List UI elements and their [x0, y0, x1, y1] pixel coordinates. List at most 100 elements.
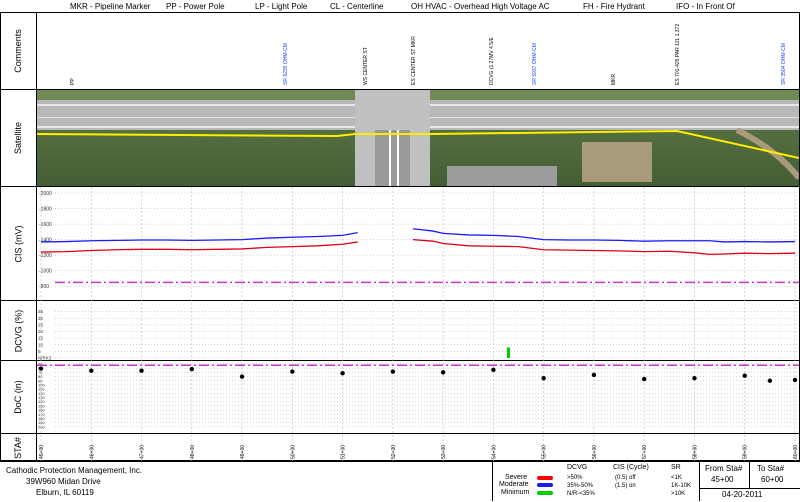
- cis-series-off: [40, 241, 358, 253]
- station-label: 54+00: [491, 445, 497, 459]
- dcvg-tick-label: 10: [38, 342, 44, 347]
- station-label: 48+00: [190, 445, 196, 459]
- doc-tick-label: 180: [38, 416, 45, 421]
- doc-point: [591, 372, 597, 378]
- legend-dcvg-moderate: 35%-50%: [567, 483, 594, 489]
- legend-sr-mid: 1K-10K: [671, 483, 692, 489]
- comments-row: PP SR 8235 OHM-CM WS CENTER ST ES CENTER…: [37, 13, 799, 89]
- cis-tick-label: -2000: [39, 191, 52, 197]
- dcvg-tick-label: 35: [38, 309, 44, 314]
- station-range-box: From Sta# 45+00 To Sta# 60+00: [699, 462, 800, 489]
- cis-series-on: [40, 231, 358, 243]
- legend-ohhvac: OH HVAC - Overhead High Voltage AC: [411, 2, 550, 11]
- station-label: 51+00: [341, 445, 347, 459]
- comment-ws-center-st: WS CENTER ST: [363, 47, 369, 85]
- doc-point: [742, 373, 747, 378]
- doc-point: [290, 369, 295, 374]
- station-axis: 45+00 46+00 47+00 48+00 49+00 50+00 51+00 52+00…: [39, 445, 799, 459]
- doc-point: [340, 371, 345, 376]
- legend-lp: LP - Light Pole: [255, 2, 308, 11]
- satellite-image: [37, 90, 799, 186]
- company-address-2: Elburn, IL 60119: [36, 488, 94, 497]
- dcvg-tick-label: 20: [38, 329, 44, 334]
- doc-tick-label: 170: [38, 412, 45, 417]
- row-label-cis: CIS (mV): [13, 225, 23, 262]
- doc-tick-label: 70: [38, 370, 43, 375]
- cis-series-on: [412, 228, 796, 243]
- legend-fh: FH - Fire Hydrant: [583, 2, 645, 11]
- doc-tick-label: 100: [38, 382, 45, 387]
- station-label: 58+00: [692, 445, 698, 459]
- dcvg-tick-label: N/RK3: [38, 356, 52, 361]
- doc-tick-label: 90: [38, 378, 43, 383]
- doc-tick-label: 120: [38, 391, 45, 396]
- cis-tick-label: -1200: [39, 253, 52, 259]
- doc-point: [792, 377, 798, 383]
- doc-point: [541, 376, 546, 381]
- company-name: Cathodic Protection Management, Inc.: [6, 466, 143, 475]
- legend-sr-lt: <1K: [671, 475, 682, 481]
- row-label-sta: STA#: [13, 436, 23, 459]
- legend-severe-swatch: [537, 476, 553, 480]
- station-label: 57+00: [642, 445, 648, 459]
- company-address-1: 39W960 Midan Drive: [26, 477, 101, 486]
- comment-sr-3504: SR 3504 OHM-CM: [781, 43, 787, 85]
- comment-dcvg: DCVG (1.27MV 4.5/E: [489, 37, 495, 85]
- legend-minimum-swatch: [537, 491, 553, 495]
- doc-tick-label: 160: [38, 408, 45, 413]
- doc-tick-label: 80: [38, 374, 43, 379]
- station-label: 49+00: [240, 445, 246, 459]
- station-label: 60+00: [793, 445, 799, 459]
- doc-point: [440, 370, 446, 375]
- legend-cis-on: (1.5) on: [615, 483, 636, 489]
- doc-tick-label: 130: [38, 395, 45, 400]
- abbreviation-legend: MKR - Pipeline Marker PP - Power Pole LP…: [70, 2, 795, 14]
- station-label: 52+00: [391, 445, 397, 459]
- legend-minimum: Minimum: [501, 489, 530, 496]
- comment-sr-8235: SR 8235 OHM-CM: [283, 43, 289, 85]
- legend-dcvg-head: DCVG: [567, 464, 588, 471]
- to-station-value: 60+00: [761, 475, 784, 484]
- doc-tick-label: 140: [38, 399, 45, 404]
- doc-tick-label: 50: [38, 362, 43, 367]
- cis-tick-label: -800: [39, 284, 49, 290]
- dcvg-tick-label: 25: [38, 322, 44, 327]
- dcvg-bar: [506, 347, 510, 358]
- cis-tick-label: -1800: [39, 207, 52, 213]
- legend-cis-off: (0.5) off: [615, 475, 636, 481]
- station-label: 59+00: [743, 445, 749, 459]
- cis-series-off: [412, 238, 796, 256]
- doc-point: [491, 367, 496, 373]
- doc-point: [390, 369, 396, 374]
- legend-pp: PP - Power Pole: [166, 2, 225, 11]
- from-station-value: 45+00: [711, 475, 734, 484]
- legend-cis-head: CIS (Cycle): [613, 464, 649, 471]
- doc-tick-label: 110: [38, 387, 45, 392]
- dcvg-tick-label: 30: [38, 316, 44, 321]
- doc-tick-label: 200: [38, 424, 45, 429]
- cis-tick-label: -1400: [39, 238, 52, 244]
- cis-chart: -2000 -1800 -1600 -1400 -1200 -1000 -800: [39, 191, 799, 290]
- station-label: 55+00: [542, 445, 548, 459]
- doc-point: [189, 366, 194, 372]
- dcvg-tick-label: 15: [38, 336, 44, 341]
- row-label-comments: Comments: [13, 29, 24, 73]
- row-label-doc: DoC (in): [12, 380, 23, 414]
- legend-moderate: Moderate: [499, 481, 529, 488]
- station-label: 45+00: [39, 445, 45, 459]
- doc-point: [239, 374, 245, 379]
- dcvg-tick-label: 5: [38, 349, 41, 354]
- legend-dcvg-minimum: N/R-<35%: [567, 491, 595, 497]
- doc-tick-label: 190: [38, 420, 45, 425]
- cis-tick-label: -1600: [39, 222, 52, 228]
- to-station-label: To Sta#: [757, 464, 785, 473]
- doc-point: [89, 368, 94, 373]
- legend-sr-gt: >10K: [671, 491, 686, 497]
- station-label: 47+00: [140, 445, 146, 459]
- cis-tick-label: -1000: [39, 269, 52, 275]
- comment-es-701: ES 701-425 PAR 12L 1.372: [675, 23, 681, 85]
- legend-moderate-swatch: [537, 483, 553, 487]
- station-label: 46+00: [89, 445, 95, 459]
